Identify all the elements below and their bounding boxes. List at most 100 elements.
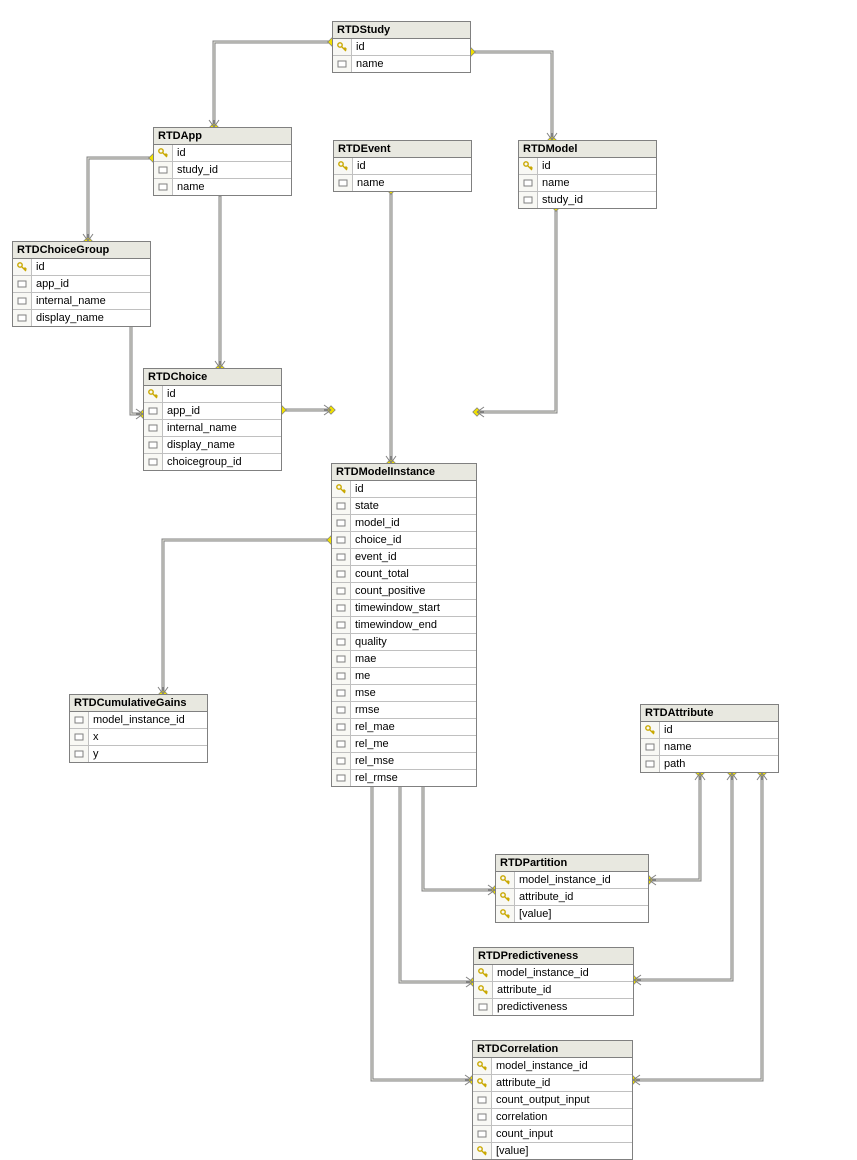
entity-title[interactable]: RTDStudy bbox=[333, 22, 470, 39]
field-row[interactable]: me bbox=[332, 668, 476, 685]
field-row[interactable]: count_total bbox=[332, 566, 476, 583]
field-icon bbox=[332, 566, 351, 582]
field-row[interactable]: choicegroup_id bbox=[144, 454, 281, 470]
key-icon bbox=[333, 39, 352, 55]
field-row[interactable]: id bbox=[144, 386, 281, 403]
entity-title[interactable]: RTDEvent bbox=[334, 141, 471, 158]
field-row[interactable]: event_id bbox=[332, 549, 476, 566]
field-row[interactable]: model_instance_id bbox=[473, 1058, 632, 1075]
field-row[interactable]: rel_mae bbox=[332, 719, 476, 736]
entity-rtdchoice[interactable]: RTDChoice id app_idinternal_namedisplay_na… bbox=[143, 368, 282, 471]
field-row[interactable]: attribute_id bbox=[474, 982, 633, 999]
key-icon bbox=[473, 1058, 492, 1074]
field-row[interactable]: app_id bbox=[144, 403, 281, 420]
entity-title[interactable]: RTDApp bbox=[154, 128, 291, 145]
field-row[interactable]: name bbox=[519, 175, 656, 192]
field-row[interactable]: model_instance_id bbox=[474, 965, 633, 982]
field-row[interactable]: rel_mse bbox=[332, 753, 476, 770]
field-row[interactable]: count_output_input bbox=[473, 1092, 632, 1109]
field-row[interactable]: rel_me bbox=[332, 736, 476, 753]
field-row[interactable]: attribute_id bbox=[473, 1075, 632, 1092]
field-row[interactable]: name bbox=[333, 56, 470, 72]
field-row[interactable]: internal_name bbox=[13, 293, 150, 310]
entity-title[interactable]: RTDModel bbox=[519, 141, 656, 158]
field-row[interactable]: id bbox=[641, 722, 778, 739]
field-row[interactable]: id bbox=[333, 39, 470, 56]
field-icon bbox=[332, 634, 351, 650]
field-icon bbox=[144, 403, 163, 419]
field-name: name bbox=[660, 741, 696, 753]
field-row[interactable]: rmse bbox=[332, 702, 476, 719]
field-row[interactable]: count_positive bbox=[332, 583, 476, 600]
field-icon bbox=[332, 651, 351, 667]
entity-body: model_instance_idattribute_idcount_outpu… bbox=[473, 1058, 632, 1159]
field-row[interactable]: model_instance_id bbox=[496, 872, 648, 889]
entity-rtdattribute[interactable]: RTDAttributeid name path bbox=[640, 704, 779, 773]
entity-rtdevent[interactable]: RTDEventidname bbox=[333, 140, 472, 192]
entity-body: model_instance_id attribute_id [value] bbox=[496, 872, 648, 922]
field-name: id bbox=[351, 483, 368, 495]
entity-rtdcorrelation[interactable]: RTDCorrelationmodel_instance_idattribute… bbox=[472, 1040, 633, 1160]
field-row[interactable]: timewindow_end bbox=[332, 617, 476, 634]
field-row[interactable]: y bbox=[70, 746, 207, 762]
field-row[interactable]: [value] bbox=[496, 906, 648, 922]
field-row[interactable]: display_name bbox=[144, 437, 281, 454]
field-icon bbox=[154, 162, 173, 178]
entity-rtdapp[interactable]: RTDAppidstudy_idname bbox=[153, 127, 292, 196]
field-row[interactable]: name bbox=[641, 739, 778, 756]
field-row[interactable]: id bbox=[334, 158, 471, 175]
field-row[interactable]: attribute_id bbox=[496, 889, 648, 906]
field-name: me bbox=[351, 670, 374, 682]
entity-rtdcumulativegains[interactable]: RTDCumulativeGainsmodel_instance_idxy bbox=[69, 694, 208, 763]
entity-title[interactable]: RTDPredictiveness bbox=[474, 948, 633, 965]
field-row[interactable]: timewindow_start bbox=[332, 600, 476, 617]
field-row[interactable]: [value] bbox=[473, 1143, 632, 1159]
field-name: id bbox=[163, 388, 180, 400]
entity-title[interactable]: RTDCumulativeGains bbox=[70, 695, 207, 712]
field-row[interactable]: count_input bbox=[473, 1126, 632, 1143]
field-name: study_id bbox=[538, 194, 587, 206]
entity-title[interactable]: RTDChoiceGroup bbox=[13, 242, 150, 259]
field-name: model_instance_id bbox=[493, 967, 593, 979]
field-row[interactable]: mse bbox=[332, 685, 476, 702]
field-row[interactable]: display_name bbox=[13, 310, 150, 326]
field-row[interactable]: id bbox=[154, 145, 291, 162]
field-row[interactable]: app_id bbox=[13, 276, 150, 293]
entity-title[interactable]: RTDPartition bbox=[496, 855, 648, 872]
entity-rtdmodelinstance[interactable]: RTDModelInstance id state model_id choice_id… bbox=[331, 463, 477, 787]
field-row[interactable]: model_instance_id bbox=[70, 712, 207, 729]
field-row[interactable]: model_id bbox=[332, 515, 476, 532]
field-row[interactable]: name bbox=[154, 179, 291, 195]
field-name: model_id bbox=[351, 517, 404, 529]
field-row[interactable]: rel_rmse bbox=[332, 770, 476, 786]
field-name: count_positive bbox=[351, 585, 429, 597]
entity-rtdpartition[interactable]: RTDPartitionmodel_instance_id attribute_i… bbox=[495, 854, 649, 923]
field-row[interactable]: predictiveness bbox=[474, 999, 633, 1015]
entity-rtdstudy[interactable]: RTDStudyidname bbox=[332, 21, 471, 73]
field-row[interactable]: state bbox=[332, 498, 476, 515]
field-row[interactable]: mae bbox=[332, 651, 476, 668]
entity-title[interactable]: RTDChoice bbox=[144, 369, 281, 386]
entity-title[interactable]: RTDAttribute bbox=[641, 705, 778, 722]
field-row[interactable]: path bbox=[641, 756, 778, 772]
field-row[interactable]: id bbox=[332, 481, 476, 498]
field-row[interactable]: choice_id bbox=[332, 532, 476, 549]
field-row[interactable]: study_id bbox=[154, 162, 291, 179]
field-row[interactable]: correlation bbox=[473, 1109, 632, 1126]
entity-rtdmodel[interactable]: RTDModelidname study_id bbox=[518, 140, 657, 209]
field-row[interactable]: id bbox=[519, 158, 656, 175]
entity-title[interactable]: RTDModelInstance bbox=[332, 464, 476, 481]
field-row[interactable]: x bbox=[70, 729, 207, 746]
entity-rtdpredictiveness[interactable]: RTDPredictiveness model_instance_idattrib… bbox=[473, 947, 634, 1016]
field-name: path bbox=[660, 758, 689, 770]
field-row[interactable]: study_id bbox=[519, 192, 656, 208]
field-name: attribute_id bbox=[515, 891, 577, 903]
entity-title[interactable]: RTDCorrelation bbox=[473, 1041, 632, 1058]
field-icon bbox=[13, 276, 32, 292]
field-row[interactable]: name bbox=[334, 175, 471, 191]
field-row[interactable]: quality bbox=[332, 634, 476, 651]
field-name: attribute_id bbox=[493, 984, 555, 996]
entity-rtdchoicegroup[interactable]: RTDChoiceGroupidapp_idinternal_namedispl… bbox=[12, 241, 151, 327]
field-row[interactable]: id bbox=[13, 259, 150, 276]
field-row[interactable]: internal_name bbox=[144, 420, 281, 437]
